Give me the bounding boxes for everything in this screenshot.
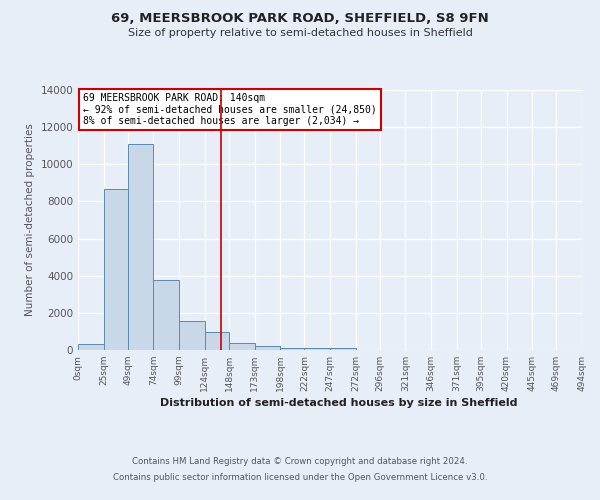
Bar: [205, 332, 229, 350]
Y-axis label: Number of semi-detached properties: Number of semi-detached properties: [25, 124, 35, 316]
Text: 69 MEERSBROOK PARK ROAD: 140sqm
← 92% of semi-detached houses are smaller (24,85: 69 MEERSBROOK PARK ROAD: 140sqm ← 92% of…: [83, 92, 377, 126]
Bar: [254, 346, 280, 350]
Bar: [154, 280, 179, 350]
Text: Size of property relative to semi-detached houses in Sheffield: Size of property relative to semi-detach…: [128, 28, 472, 38]
Text: 69, MEERSBROOK PARK ROAD, SHEFFIELD, S8 9FN: 69, MEERSBROOK PARK ROAD, SHEFFIELD, S8 …: [111, 12, 489, 26]
Bar: [229, 342, 254, 350]
Text: Contains HM Land Registry data © Crown copyright and database right 2024.: Contains HM Land Registry data © Crown c…: [132, 458, 468, 466]
Bar: [280, 348, 304, 350]
Bar: [104, 190, 128, 350]
Bar: [304, 348, 330, 350]
Bar: [330, 348, 356, 350]
Bar: [78, 344, 104, 350]
Text: Contains public sector information licensed under the Open Government Licence v3: Contains public sector information licen…: [113, 472, 487, 482]
Bar: [128, 144, 154, 350]
Bar: [179, 321, 205, 350]
Text: Distribution of semi-detached houses by size in Sheffield: Distribution of semi-detached houses by …: [160, 398, 518, 407]
